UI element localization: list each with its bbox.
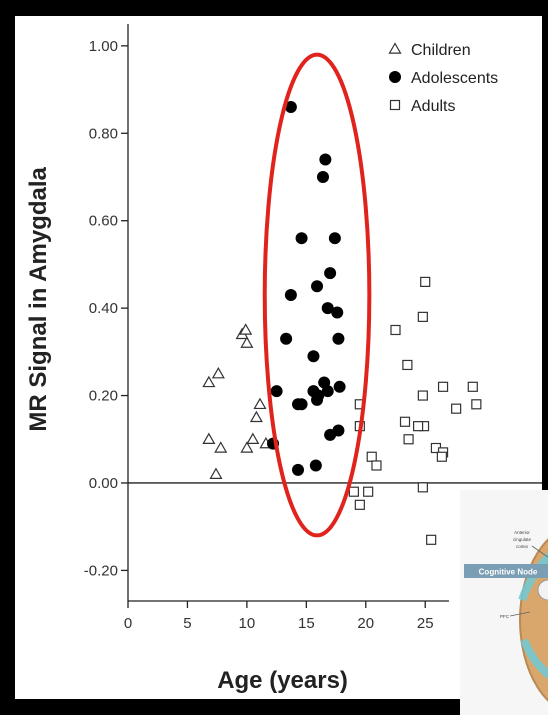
scatter-chart: 1.00 0.80 0.60 0.40 0.20 0.00 -0.20 0 5 10 15 20 25 A… — [25, 24, 542, 694]
chart-panel: 1.00 0.80 0.60 0.40 0.20 0.00 -0.20 0 5 10 15 20 25 A… — [15, 16, 548, 715]
adolescents-point — [333, 380, 346, 393]
adolescents-point — [332, 332, 345, 345]
cognitive-node-badge — [464, 564, 548, 578]
inset-label-3: cortex — [516, 544, 529, 549]
adults-point — [437, 381, 449, 392]
legend-label-adolescents: Adolescents — [411, 70, 498, 87]
legend-label-adults: Adults — [411, 98, 455, 115]
adults-point — [348, 486, 359, 497]
adults-point — [371, 460, 382, 471]
children-point — [214, 441, 228, 453]
y-tick-label: 0.60 — [89, 213, 118, 230]
adolescents-point — [324, 267, 337, 280]
adolescents-point — [295, 398, 308, 411]
adults-point — [366, 451, 377, 462]
y-tick-label: 1.00 — [89, 38, 118, 55]
children-point — [246, 432, 260, 444]
adults-point — [354, 499, 365, 510]
y-tick-label: 0.80 — [89, 125, 118, 142]
adults-point — [403, 434, 414, 445]
adults-point — [436, 451, 447, 462]
brain-illustration — [518, 538, 548, 702]
adults-point — [451, 403, 462, 414]
brain-diagram-inset: Anterior cingulate cortex Cognitive Node… — [460, 490, 548, 715]
legend-marker-children — [388, 42, 402, 54]
adolescents-point — [331, 306, 344, 319]
y-tick-label: 0.00 — [89, 475, 118, 492]
adolescents-point — [309, 459, 322, 472]
inset-label-2: cingulate — [513, 537, 532, 542]
children-point — [202, 375, 216, 388]
x-tick-label: 5 — [183, 615, 191, 632]
adults-point — [417, 390, 428, 401]
adolescents-point — [311, 280, 324, 293]
adolescents-point — [316, 170, 329, 183]
x-tick-label: 15 — [298, 615, 315, 632]
adolescents-point — [284, 101, 297, 114]
children-point — [202, 432, 216, 444]
adults-point — [402, 359, 413, 371]
adults-point — [417, 482, 428, 493]
adolescents-point — [292, 463, 305, 476]
adolescents-point — [280, 332, 293, 345]
y-tick-label: 0.20 — [89, 388, 118, 405]
x-tick-label: 20 — [357, 615, 374, 632]
inset-pfc-label: PFC — [500, 614, 510, 619]
legend-marker-adolescents — [389, 71, 401, 83]
adolescents-point — [284, 289, 297, 302]
adults-point — [363, 486, 374, 497]
adolescents-point — [324, 428, 337, 441]
x-tick-label: 0 — [124, 615, 132, 632]
adolescents-point — [307, 350, 320, 363]
x-tick-label: 10 — [239, 615, 256, 632]
y-tick-label: -0.20 — [84, 562, 118, 579]
adults-point — [467, 381, 478, 392]
x-axis-title: Age (years) — [217, 667, 348, 694]
adults-point — [390, 324, 401, 336]
children-point — [253, 397, 267, 410]
adults-point — [412, 421, 424, 432]
adults-point — [426, 534, 437, 545]
legend-label-children: Children — [411, 42, 471, 59]
highlight-ellipse — [262, 52, 372, 538]
children-point — [239, 323, 253, 335]
children-point — [240, 336, 254, 348]
adolescents-point — [321, 302, 334, 315]
x-tick-label: 25 — [417, 615, 434, 632]
inset-label-1: Anterior — [514, 530, 530, 535]
children-point — [240, 441, 254, 453]
adolescents-point — [311, 393, 324, 406]
adults-point — [417, 311, 428, 322]
adolescents-point — [321, 385, 334, 398]
adults-point — [399, 416, 411, 427]
adolescents-point — [270, 385, 283, 398]
adolescents-point — [295, 232, 308, 245]
children-point — [249, 410, 263, 423]
legend-marker-adults — [389, 99, 401, 111]
y-tick-label: 0.40 — [89, 300, 118, 317]
adults-point — [420, 276, 431, 288]
children-point — [209, 467, 223, 479]
adolescents-point — [319, 153, 332, 166]
y-axis-title: MR Signal in Amygdala — [25, 166, 52, 431]
adolescents-point — [328, 232, 341, 245]
cognitive-node-label: Cognitive Node — [479, 568, 538, 577]
adults-point — [471, 399, 482, 410]
children-point — [211, 366, 225, 379]
